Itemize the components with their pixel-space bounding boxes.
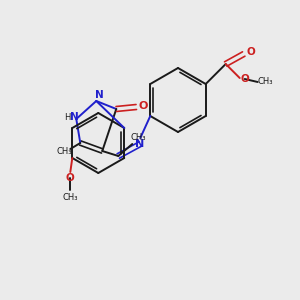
Text: N: N <box>95 90 104 100</box>
Text: N: N <box>70 112 79 122</box>
Text: CH₃: CH₃ <box>56 146 72 155</box>
Text: H: H <box>64 113 70 122</box>
Text: N: N <box>135 139 144 149</box>
Text: CH₃: CH₃ <box>63 194 78 202</box>
Text: O: O <box>139 101 148 111</box>
Text: O: O <box>246 47 255 57</box>
Text: O: O <box>66 173 75 183</box>
Text: CH₃: CH₃ <box>258 77 274 86</box>
Text: O: O <box>240 74 249 84</box>
Text: CH₃: CH₃ <box>130 134 146 142</box>
